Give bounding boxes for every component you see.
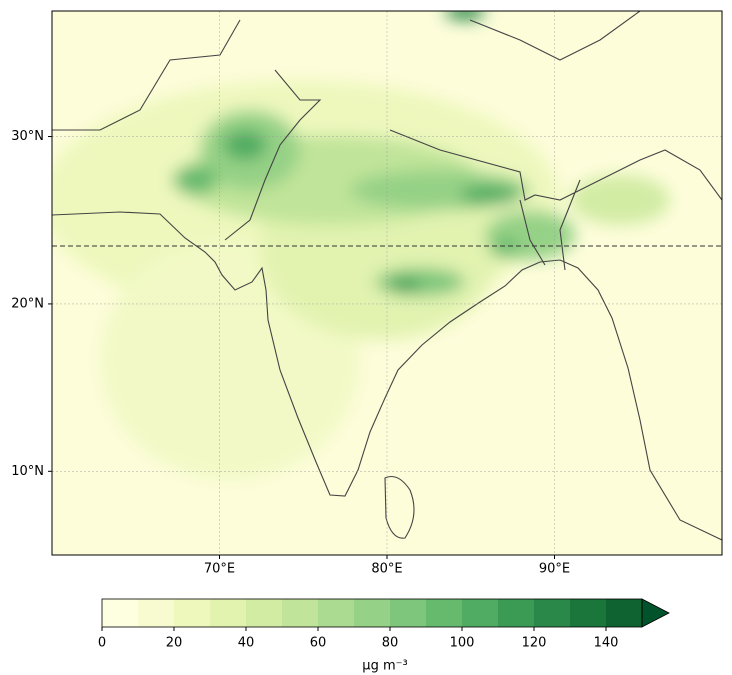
colorbar-segment [210, 599, 247, 627]
colorbar-segment [318, 599, 355, 627]
colorbar-segment [354, 599, 391, 627]
colorbar-segment [174, 599, 211, 627]
colorbar-segment [282, 599, 319, 627]
sri-lanka [384, 475, 415, 539]
colorbar-tick-label: 60 [310, 636, 327, 651]
y-tick-label: 20°N [11, 296, 44, 311]
colorbar-tick-label: 20 [166, 636, 183, 651]
x-tick-label: 80°E [371, 562, 402, 577]
colorbar-segment [462, 599, 499, 627]
colorbar-segment [246, 599, 283, 627]
colorbar-segment [138, 599, 175, 627]
colorbar-segment [426, 599, 463, 627]
colorbar-tick-label: 80 [382, 636, 399, 651]
x-tick-label: 70°E [204, 562, 235, 577]
y-tick-label: 30°N [11, 129, 44, 144]
borders [52, 11, 722, 271]
map-area [52, 11, 722, 555]
gridlines [52, 11, 722, 555]
coastline [52, 211, 722, 541]
colorbar-label: μg m⁻³ [362, 659, 407, 674]
colorbar-tick-label: 0 [98, 636, 106, 651]
colorbar-frame [101, 598, 643, 628]
colorbar-segment [570, 599, 607, 627]
colorbar-tick-label: 40 [238, 636, 255, 651]
concentration-field [52, 11, 670, 480]
colorbar-segment [534, 599, 571, 627]
colorbar-tick-label: 120 [522, 636, 547, 651]
x-tick-label: 90°E [539, 562, 570, 577]
colorbar-segment [102, 599, 139, 627]
colorbar-tick-label: 140 [594, 636, 619, 651]
colorbar-segment [606, 599, 643, 627]
colorbar-tick-label: 100 [450, 636, 475, 651]
colorbar-segment [390, 599, 427, 627]
colorbar-extend [641, 598, 670, 628]
y-tick-label: 10°N [11, 464, 44, 479]
colorbar-segment [498, 599, 535, 627]
